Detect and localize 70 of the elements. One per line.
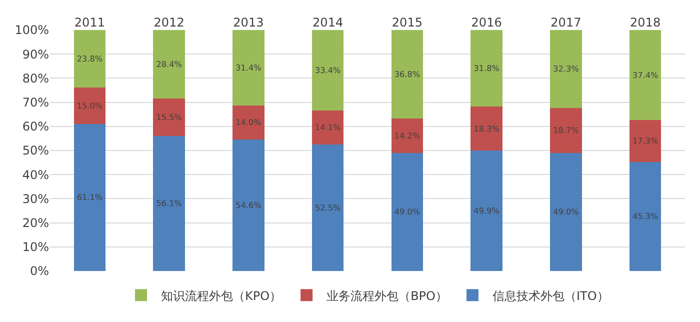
bar (232, 139, 264, 271)
data-label: 18.3% (474, 123, 500, 134)
bar (312, 30, 344, 110)
bar (550, 30, 582, 108)
bar (312, 110, 344, 144)
data-label: 15.0% (76, 100, 103, 110)
data-label: 18.7% (553, 125, 580, 136)
bar (470, 30, 502, 107)
bar (74, 30, 106, 88)
bar (232, 106, 264, 140)
x-tick-label: 2018 (630, 16, 661, 30)
bar (550, 108, 582, 153)
x-tick-label: 2017 (550, 16, 582, 30)
data-label: 15.5% (156, 112, 182, 122)
legend-label: 知识流程外包（KPO） (161, 288, 282, 303)
data-label: 33.4% (314, 64, 341, 75)
data-label: 31.4% (236, 62, 262, 73)
data-label: 28.4% (156, 58, 182, 69)
bar (312, 144, 344, 271)
data-label: 14.1% (314, 122, 341, 132)
y-tick-label: 80% (22, 71, 49, 86)
bar (629, 162, 662, 271)
bar (153, 136, 185, 271)
legend-label: 信息技术外包（ITO） (492, 288, 609, 303)
y-tick-label: 10% (22, 240, 49, 254)
data-label: 14.2% (394, 130, 420, 140)
data-label: 49.0% (553, 206, 580, 217)
data-label: 45.3% (632, 211, 658, 222)
data-label: 49.0% (394, 206, 420, 217)
data-label: 61.1% (76, 192, 103, 202)
x-tick-label: 2014 (312, 16, 344, 30)
x-tick-label: 2011 (74, 16, 105, 30)
y-tick-label: 60% (22, 120, 49, 134)
bar (550, 152, 582, 271)
data-label: 32.3% (553, 64, 580, 74)
x-tick-label: 2015 (392, 16, 422, 30)
bar (74, 88, 106, 124)
bar (391, 152, 424, 271)
legend-label: 业务流程外包（BPO） (326, 288, 448, 303)
bar (74, 124, 106, 271)
data-label: 17.3% (632, 136, 658, 146)
data-label: 52.5% (314, 202, 341, 212)
data-label: 14.0% (236, 117, 262, 128)
y-tick-label: 0% (30, 264, 49, 278)
y-tick-label: 70% (22, 96, 49, 110)
data-label: 56.1% (156, 198, 182, 208)
data-label: 36.8% (394, 69, 420, 80)
bar (153, 98, 185, 136)
bar (470, 106, 502, 151)
bar (470, 150, 502, 271)
bar (391, 30, 424, 119)
data-label: 37.4% (632, 70, 658, 80)
x-tick-label: 2012 (154, 16, 184, 30)
x-tick-label: 2016 (471, 16, 502, 30)
bar (629, 30, 662, 120)
data-label: 23.8% (76, 54, 103, 64)
data-label: 31.8% (474, 63, 500, 74)
y-tick-label: 40% (22, 168, 49, 182)
data-label: 49.9% (474, 206, 500, 216)
bar (391, 118, 424, 153)
data-label: 54.6% (236, 200, 262, 210)
bar (232, 30, 264, 106)
y-tick-label: 90% (22, 47, 49, 62)
x-tick-label: 2013 (233, 16, 264, 30)
bar (629, 120, 662, 162)
y-tick-label: 100% (14, 23, 49, 38)
y-tick-label: 20% (22, 216, 49, 230)
y-tick-label: 50% (22, 144, 49, 158)
bar (153, 30, 185, 98)
y-tick-label: 30% (22, 192, 49, 206)
